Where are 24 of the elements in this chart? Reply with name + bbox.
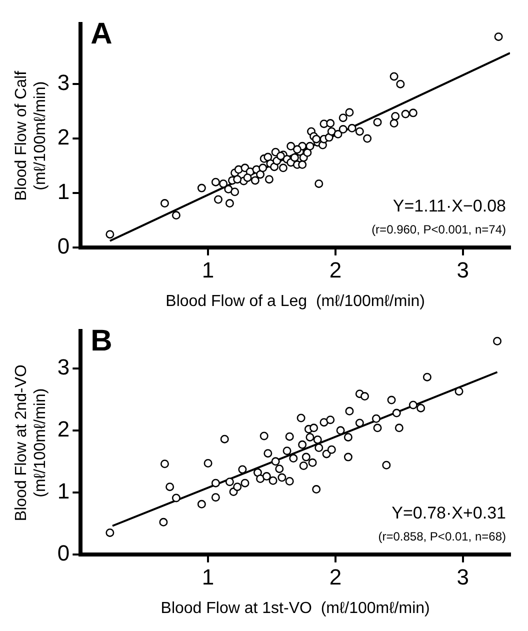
chart-title: B [90, 324, 112, 358]
y-tick-label: 1 [57, 179, 70, 204]
annotation: (r=0.960, P<0.001, n=74) [372, 222, 506, 236]
x-tick-label: 2 [329, 564, 342, 590]
y-tick-label: 2 [57, 124, 70, 150]
y-tick-label: 2 [57, 416, 70, 442]
x-tick-label: 3 [456, 564, 469, 590]
x-tick-label: 1 [202, 564, 214, 590]
y-axis-title: Blood Flow of Calf (mℓ/100mℓ/min) [13, 70, 50, 201]
y-tick-label: 0 [57, 233, 70, 258]
annotation: (r=0.858, P<0.01, n=68) [378, 529, 506, 544]
x-tick-label: 3 [456, 258, 469, 283]
x-tick-label: 2 [329, 258, 342, 283]
y-tick-label: 3 [57, 354, 70, 380]
y-axis-title: Blood Flow at 2nd-VO (mℓ/100mℓ/min) [13, 364, 50, 522]
y-tick-label: 3 [57, 70, 70, 96]
annotation: Y=0.78·X+0.31 [392, 503, 506, 522]
x-axis-title: Blood Flow of a Leg (mℓ/100mℓ/min) [166, 292, 425, 310]
y-tick-label: 1 [57, 478, 70, 504]
y-tick-label: 0 [57, 540, 70, 566]
annotation: Y=1.11·X−0.08 [392, 196, 506, 216]
x-axis-title: Blood Flow at 1st-VO (mℓ/100mℓ/min) [160, 600, 430, 617]
chart-title: A [90, 17, 112, 50]
x-tick-label: 1 [202, 258, 214, 283]
